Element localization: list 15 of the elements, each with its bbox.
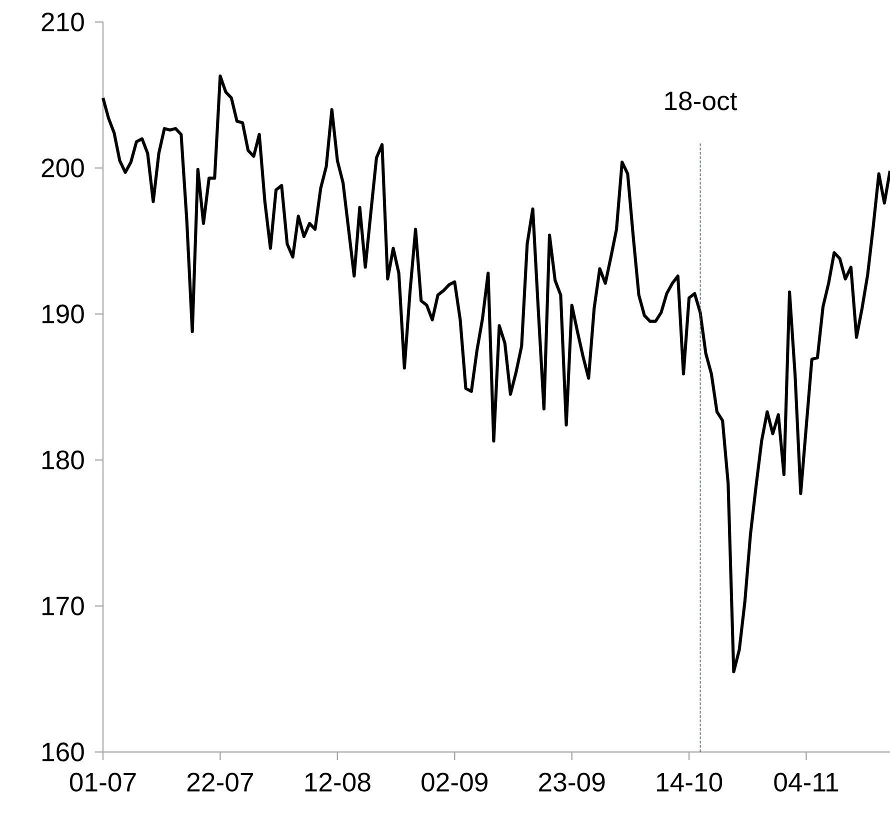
y-tick-label: 210 bbox=[42, 12, 84, 32]
x-tick-label: 22-07 bbox=[187, 772, 253, 792]
x-tick-label: 04-11 bbox=[774, 772, 838, 792]
line-series bbox=[101, 74, 890, 674]
ref-line-label: 18-oct bbox=[665, 91, 738, 110]
x-tick-label: 14-10 bbox=[656, 772, 722, 792]
y-tick-label: 180 bbox=[42, 450, 84, 470]
x-tick-label: 23-09 bbox=[539, 772, 605, 792]
y-tick-label: 200 bbox=[42, 158, 84, 178]
x-tick-label: 01-07 bbox=[70, 772, 136, 792]
y-tick-label: 170 bbox=[42, 596, 84, 616]
x-tick-label: 02-09 bbox=[422, 772, 488, 792]
y-tick-label: 160 bbox=[42, 742, 84, 762]
x-tick-label: 12-08 bbox=[305, 772, 370, 792]
y-tick-label: 190 bbox=[42, 304, 84, 324]
